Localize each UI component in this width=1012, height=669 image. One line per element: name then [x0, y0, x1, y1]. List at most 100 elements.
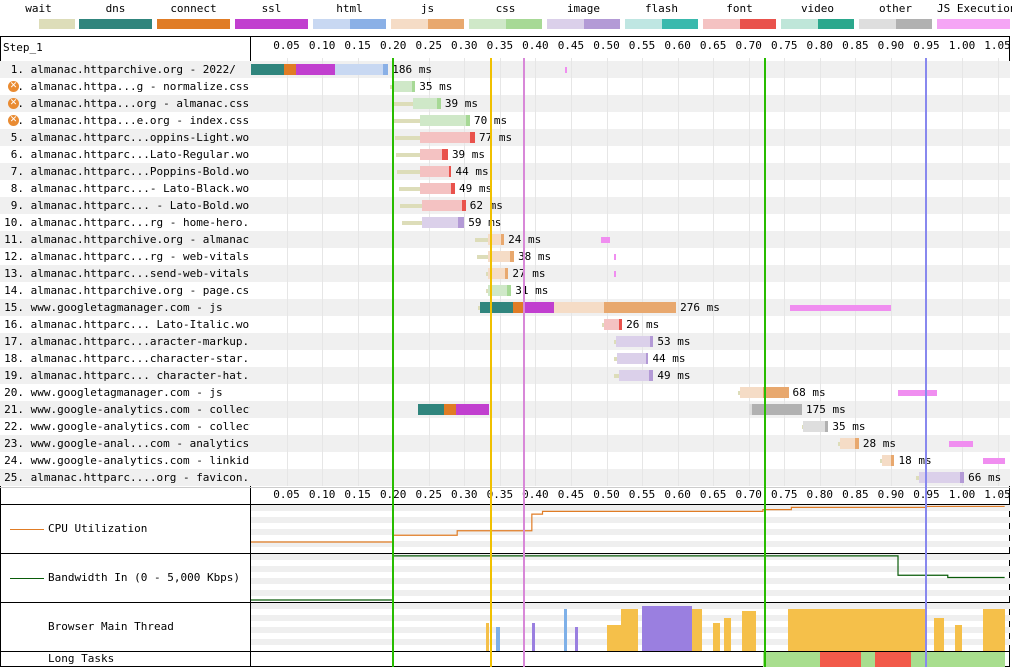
request-label[interactable]: 10. almanac.httparc...rg - home-hero.png: [0, 214, 250, 231]
legend-image-swatch-left: [547, 19, 584, 29]
request-url: www.google-analytics.com - collect: [30, 420, 250, 433]
request-number: 10.: [4, 216, 24, 229]
download-segment: [645, 353, 649, 364]
connect-segment: [444, 404, 456, 415]
request-number: 17.: [4, 335, 24, 348]
grid-line: [357, 58, 359, 486]
grid-line: [535, 58, 537, 486]
request-number: 16.: [4, 318, 24, 331]
request-duration: 38 ms: [518, 250, 552, 263]
request-duration: 18 ms: [898, 454, 932, 467]
bottom-axis-tick: 0.55: [628, 488, 656, 501]
request-label[interactable]: 9. almanac.httparc... - Lato-Bold.woff2: [0, 197, 250, 214]
legend-js-execution-label: JS Execution: [937, 2, 1012, 15]
legend-image: image: [547, 0, 620, 34]
request-label[interactable]: 18. almanac.httparc...character-star.png: [0, 350, 250, 367]
legend-font-label: font: [726, 2, 753, 15]
request-label[interactable]: 25. almanac.httparc....org - favicon.ico: [0, 469, 250, 486]
ttfb-segment: [393, 81, 413, 92]
connect-segment: [512, 302, 526, 313]
legend-image-swatch: [547, 19, 620, 29]
top-axis-tick: 0.05: [273, 39, 300, 52]
grid-line: [642, 58, 644, 486]
main-thread-activity: [723, 618, 731, 651]
request-label[interactable]: 22. www.google-analytics.com - collect: [0, 418, 250, 435]
bottom-axis-tick: 0.40: [522, 488, 549, 501]
grid-line: [286, 58, 288, 486]
request-url: almanac.httparc...Lato-Regular.woff2: [30, 148, 250, 161]
top-axis-tick: 0.30: [451, 39, 478, 52]
row-background: [0, 214, 1010, 231]
request-url: almanac.httpa...e.org - index.css: [30, 114, 250, 127]
request-label[interactable]: 16. almanac.httparc... Lato-Italic.woff2: [0, 316, 250, 333]
top-axis-tick: 0.70: [735, 39, 762, 52]
request-label[interactable]: 24. www.google-analytics.com - linkid.js: [0, 452, 250, 469]
request-label[interactable]: 12. almanac.httparc...rg - web-vitals.js: [0, 248, 250, 265]
row-background: [0, 95, 1010, 112]
ttfb-segment: [839, 438, 856, 449]
bottom-axis-tick: 0.50: [593, 488, 620, 501]
main_thread-label: Browser Main Thread: [48, 620, 174, 633]
legend-other: other: [859, 0, 932, 34]
ttfb-segment: [334, 64, 384, 75]
bottom-axis-tick: 1.05: [984, 488, 1011, 501]
wait-segment: [398, 187, 421, 191]
js-execution-mark: [565, 67, 568, 73]
request-duration: 186 ms: [392, 63, 432, 76]
request-label[interactable]: 7. almanac.httparc...Poppins-Bold.woff2: [0, 163, 250, 180]
js-execution-mark: [614, 254, 617, 260]
request-label[interactable]: 23. www.google-anal...com - analytics.js: [0, 435, 250, 452]
request-label[interactable]: ✕4. almanac.httpa...e.org - index.css: [0, 112, 250, 129]
long-task-block: [875, 652, 911, 667]
top-axis-tick: 0.55: [628, 39, 656, 52]
request-duration: 53 ms: [657, 335, 691, 348]
row-background: [0, 469, 1010, 486]
warning-icon: ✕: [8, 115, 19, 126]
request-label[interactable]: 6. almanac.httparc...Lato-Regular.woff2: [0, 146, 250, 163]
download-segment: [462, 200, 466, 211]
ttfb-segment: [881, 455, 891, 466]
request-number: 24.: [4, 454, 24, 467]
request-duration: 44 ms: [652, 352, 686, 365]
top-axis-tick: 0.80: [806, 39, 834, 52]
request-label[interactable]: 19. almanac.httparc... character-hat.png: [0, 367, 250, 384]
request-label[interactable]: 8. almanac.httparc...- Lato-Black.woff2: [0, 180, 250, 197]
main-thread-activity: [531, 623, 536, 651]
dom-interactive-line: [489, 58, 492, 667]
request-label[interactable]: 21. www.google-analytics.com - collect: [0, 401, 250, 418]
dom-content-loaded-line: [523, 58, 526, 667]
request-url: almanac.httparc...rg - web-vitals.js: [30, 250, 250, 263]
request-label[interactable]: ✕3. almanac.httpa...org - almanac.css: [0, 95, 250, 112]
legend-html-label: html: [336, 2, 363, 15]
row-background: [0, 333, 1010, 350]
grid-line: [997, 58, 999, 486]
request-label[interactable]: 13. almanac.httparc...send-web-vitals.js: [0, 265, 250, 282]
main-thread-activity: [741, 611, 756, 651]
request-label[interactable]: ✕2. almanac.httpa...g - normalize.css: [0, 78, 250, 95]
request-label[interactable]: 5. almanac.httparc...oppins-Light.woff2: [0, 129, 250, 146]
request-label[interactable]: 20. www.googletagmanager.com - js: [0, 384, 250, 401]
bandwidth-stripe: [251, 590, 1010, 596]
request-number: 22.: [4, 420, 24, 433]
top-axis-tick: 0.45: [557, 39, 585, 52]
request-label[interactable]: 1. almanac.httparchive.org - 2022/: [0, 61, 250, 78]
legend-js-execution-swatch-right: [973, 19, 1010, 29]
legend-html-swatch: [313, 19, 386, 29]
download-segment: [825, 421, 829, 432]
warning-icon: ✕: [8, 81, 19, 92]
request-label[interactable]: 17. almanac.httparc...aracter-markup.png: [0, 333, 250, 350]
ttfb-segment: [618, 370, 650, 381]
request-label[interactable]: 14. almanac.httparchive.org - page.css: [0, 282, 250, 299]
request-label[interactable]: 15. www.googletagmanager.com - js: [0, 299, 250, 316]
legend-dns: dns: [79, 0, 152, 34]
ttfb-segment: [421, 217, 458, 228]
download-segment: [604, 302, 677, 313]
request-label[interactable]: 11. almanac.httparchive.org - almanac.js: [0, 231, 250, 248]
ssl-segment: [525, 302, 554, 313]
grid-line: [677, 58, 679, 486]
legend-flash-swatch-left: [625, 19, 662, 29]
legend-connect-swatch: [157, 19, 230, 29]
legend-flash-swatch-right: [661, 19, 698, 29]
download-segment: [509, 251, 515, 262]
request-url: almanac.httparc...send-web-vitals.js: [30, 267, 250, 280]
